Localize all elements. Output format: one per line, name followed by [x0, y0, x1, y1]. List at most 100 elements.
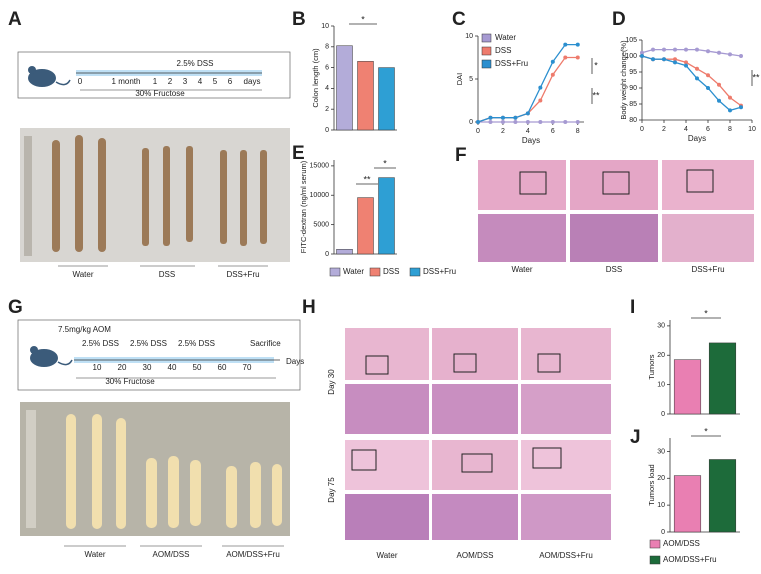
row-label: Day 30 — [327, 369, 336, 395]
point — [538, 85, 543, 90]
series-line — [641, 48, 742, 57]
point — [684, 63, 688, 68]
point — [513, 120, 518, 124]
timeline-tick: 30 — [143, 363, 152, 372]
panel-letter: I — [630, 297, 635, 318]
y-tick-label: 100 — [625, 53, 637, 60]
point — [717, 82, 721, 87]
timeline-tick: 1 — [153, 77, 158, 86]
colons — [66, 414, 282, 529]
timeline-tick: 6 — [228, 77, 233, 86]
significance: * — [594, 60, 598, 70]
significance: ** — [363, 174, 371, 184]
timeline-tick: 1 month — [112, 77, 141, 86]
panel-letter: D — [612, 9, 626, 30]
y-tick-label: 30 — [657, 323, 665, 330]
timeline-tick: 4 — [198, 77, 203, 86]
point — [728, 52, 732, 57]
point — [550, 59, 555, 64]
point — [500, 120, 505, 124]
legend-label: AOM/DSS — [663, 539, 700, 548]
panel-letter: C — [452, 9, 466, 30]
point — [651, 57, 655, 62]
y-tick-label: 15000 — [310, 163, 330, 170]
bar — [357, 197, 374, 255]
panel-letter: A — [8, 9, 22, 30]
histology-f — [478, 160, 754, 262]
x-tick-label: 8 — [576, 128, 580, 135]
group-label: DSS+Fru — [691, 265, 724, 274]
y-tick-label: 0 — [469, 119, 473, 126]
point — [695, 47, 699, 52]
point — [739, 105, 743, 110]
legend-swatch — [329, 267, 341, 277]
y-tick-label: 0 — [661, 529, 665, 536]
timeline-label: 2.5% DSS — [178, 339, 215, 348]
panel-letter: F — [455, 145, 467, 166]
group-label: Water — [376, 551, 397, 560]
point — [476, 120, 480, 124]
panel-letter: G — [8, 297, 23, 318]
point — [563, 55, 568, 60]
group-label: DSS — [159, 270, 175, 279]
legend-label: DSS+Fru — [495, 59, 528, 68]
group-label: Water — [511, 265, 532, 274]
y-axis-label: Tumors — [647, 354, 656, 379]
y-tick-label: 8 — [325, 44, 329, 51]
group-label: Water — [84, 550, 105, 559]
timeline-tick: 50 — [193, 363, 202, 372]
bar — [378, 67, 395, 131]
timeline-tick: 3 — [183, 77, 188, 86]
legend-label: DSS — [383, 267, 399, 276]
y-tick-label: 90 — [629, 85, 637, 92]
y-tick-label: 85 — [629, 101, 637, 108]
group-label: DSS+Fru — [226, 270, 259, 279]
timeline-tick: 40 — [168, 363, 177, 372]
timeline-box — [17, 319, 301, 391]
y-tick-label: 6 — [325, 64, 329, 71]
point — [488, 120, 493, 124]
x-tick-label: 10 — [748, 126, 756, 133]
timeline-tick: 0 — [78, 77, 83, 86]
significance: * — [383, 158, 387, 168]
timeline-tick: 70 — [243, 363, 252, 372]
point — [706, 73, 710, 78]
point — [695, 76, 699, 81]
x-tick-label: 6 — [551, 128, 555, 135]
timeline-tick: 5 — [213, 77, 218, 86]
timeline-tick: 2 — [168, 77, 173, 86]
timeline-unit: Days — [286, 357, 304, 366]
y-tick-label: 80 — [629, 117, 637, 124]
colon-photo — [20, 128, 290, 262]
legend-swatch — [409, 267, 421, 277]
timeline-label: 30% Fructose — [105, 377, 155, 386]
point — [673, 57, 677, 62]
x-axis-label: Days — [688, 134, 706, 143]
legend-swatch — [481, 59, 492, 69]
y-axis-label: Tumors load — [647, 464, 656, 505]
y-tick-label: 10 — [321, 23, 329, 30]
y-axis-label: Body weight change(%) — [619, 40, 628, 120]
legend-swatch — [481, 46, 492, 56]
point — [500, 115, 505, 120]
point — [563, 42, 568, 47]
bar — [708, 459, 737, 533]
legend-swatch — [369, 267, 381, 277]
point — [640, 50, 644, 55]
point — [538, 120, 543, 124]
y-tick-label: 10000 — [310, 192, 330, 199]
x-tick-label: 2 — [501, 128, 505, 135]
x-tick-label: 2 — [662, 126, 666, 133]
panel-letter: E — [292, 143, 305, 164]
point — [673, 47, 677, 52]
significance: * — [361, 14, 365, 24]
point — [640, 54, 644, 58]
series-line — [477, 43, 578, 123]
legend-label: Water — [495, 33, 516, 42]
point — [739, 54, 743, 58]
y-tick-label: 0 — [325, 251, 329, 258]
point — [673, 60, 677, 65]
group-label: AOM/DSS+Fru — [226, 550, 280, 559]
bar — [336, 249, 353, 255]
